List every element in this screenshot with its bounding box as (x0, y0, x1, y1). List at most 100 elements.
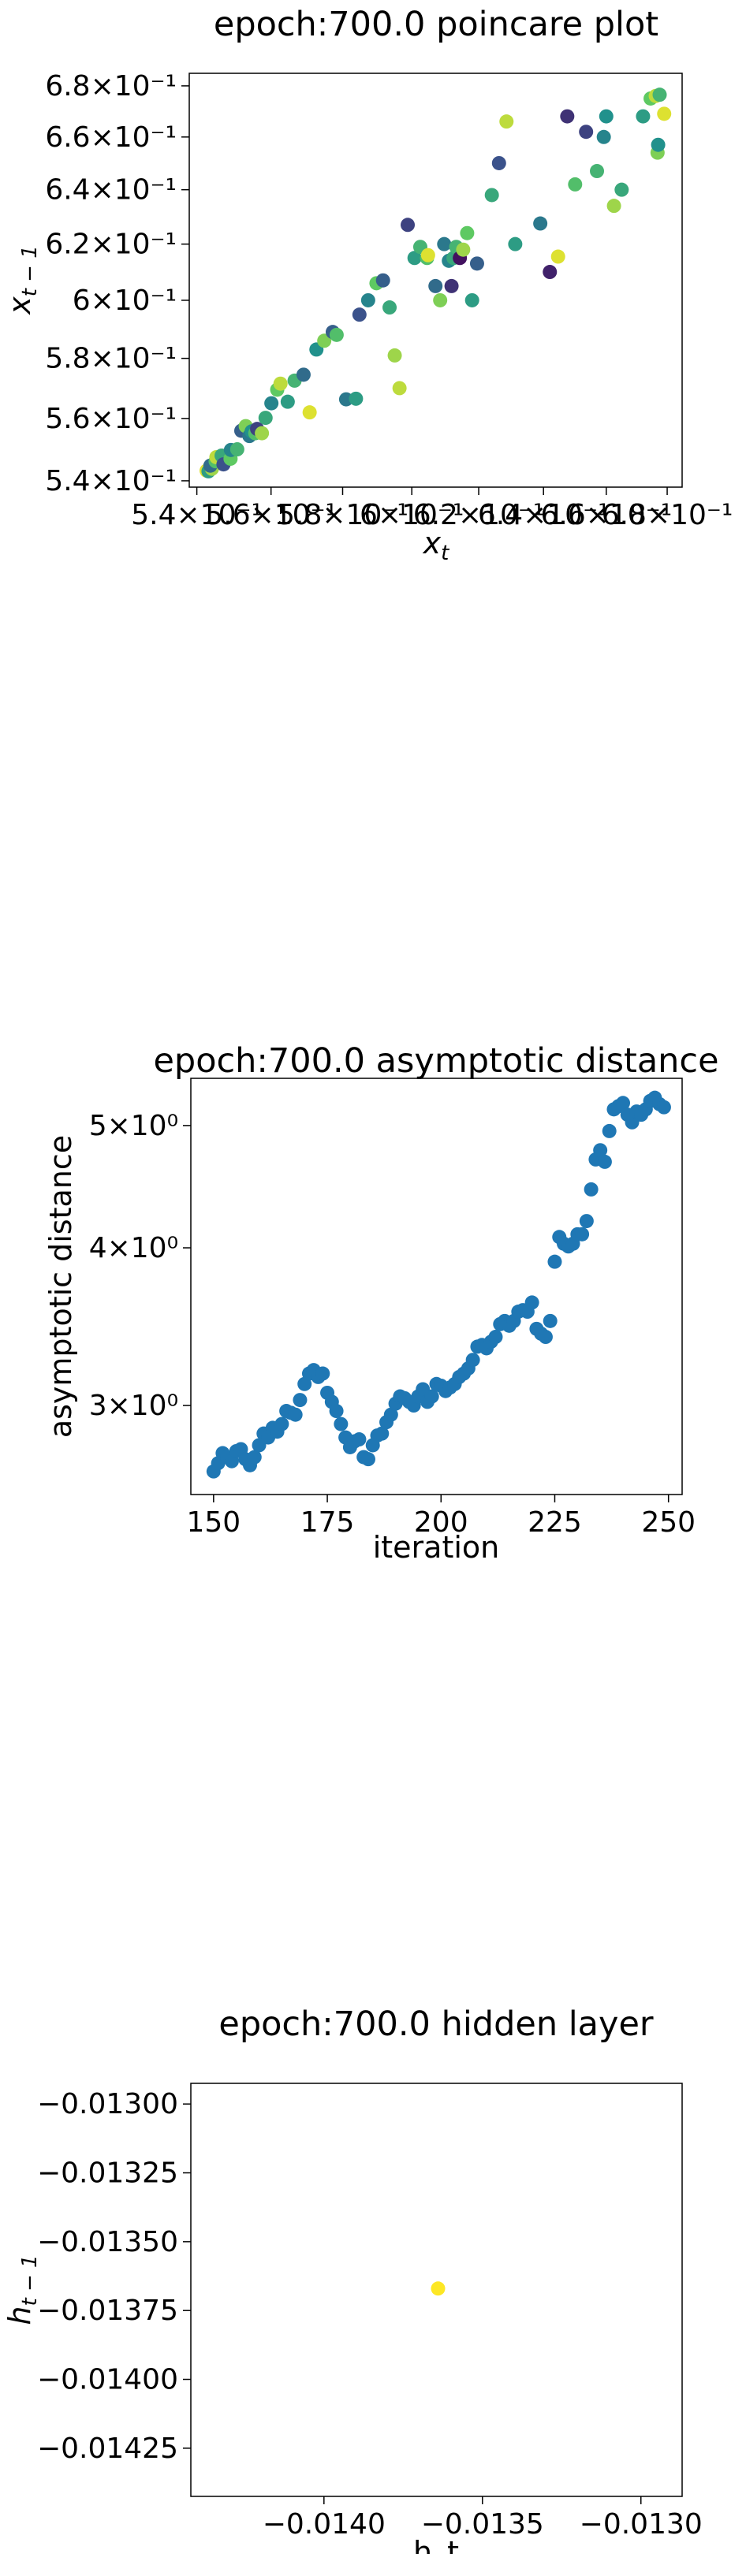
y-tick-label: 5.6×10⁻¹ (45, 403, 177, 435)
scatter-point (273, 376, 288, 391)
scatter-point (488, 1330, 503, 1345)
scatter-point (387, 348, 402, 363)
poincare-plot: epoch:700.0 poincare plot 5.4×10⁻¹5.6×10… (2, 5, 733, 565)
x-axis-label: iteration (373, 1530, 500, 1565)
scatter-point (255, 426, 270, 441)
scatter-point (538, 1330, 553, 1345)
x-axis-ticks: 5.4×10⁻¹5.6×10⁻¹5.8×10⁻¹6×10⁻¹6.2×10⁻¹6.… (131, 487, 733, 531)
scatter-point (431, 2281, 446, 2296)
x-tick-label: 5.6×10⁻¹ (205, 499, 337, 531)
x-tick-label: 175 (300, 1506, 355, 1539)
scatter-point (543, 1313, 558, 1328)
scatter-point (499, 114, 514, 129)
scatter-point (302, 405, 317, 420)
data-points (200, 87, 672, 478)
x-tick-label: 225 (528, 1506, 582, 1539)
scatter-point (329, 1404, 344, 1419)
scatter-point (656, 1100, 671, 1115)
y-tick-label: −0.01400 (37, 2364, 178, 2396)
scatter-point (606, 199, 621, 214)
scatter-point (407, 251, 422, 266)
data-points (206, 1090, 671, 1479)
scatter-point (547, 1254, 562, 1269)
scatter-point (420, 248, 435, 262)
y-tick-label: 5.8×10⁻¹ (45, 343, 177, 375)
hidden-layer-plot: epoch:700.0 hidden layer −0.0140 −0.0135−… (2, 2005, 703, 2554)
x-tick-label: 6.4×10⁻¹ (478, 499, 610, 531)
scatter-point (596, 129, 611, 144)
scatter-point (229, 442, 244, 457)
scatter-point (597, 1154, 612, 1169)
scatter-point (444, 278, 459, 293)
y-axis-label: ht − 1 (2, 2254, 42, 2325)
x-tick-label: 6.2×10⁻¹ (413, 499, 545, 531)
x-tick-label: 6×10⁻¹ (360, 499, 464, 531)
x-tick-label: 5.4×10⁻¹ (131, 499, 263, 531)
scatter-point (280, 394, 295, 409)
y-tick-label: −0.01325 (37, 2157, 178, 2190)
y-axis-label: xt − 1 (2, 245, 42, 315)
scatter-point (424, 1389, 439, 1404)
y-tick-label: 5.4×10⁻¹ (45, 465, 177, 497)
scatter-point (382, 300, 397, 315)
asymptotic-distance-plot: epoch:700.0 asymptotic distance 150 175 20… (43, 1041, 719, 1565)
scatter-point (392, 381, 407, 396)
scatter-point (560, 109, 575, 124)
scatter-point (329, 327, 344, 342)
scatter-point (465, 1353, 480, 1368)
data-points (431, 2281, 446, 2296)
scatter-point (433, 292, 448, 307)
y-tick-label: 6×10⁻¹ (73, 285, 177, 317)
x-tick-label: 150 (186, 1506, 241, 1539)
chart-title: epoch:700.0 asymptotic distance (153, 1041, 718, 1081)
scatter-point (293, 1393, 308, 1408)
scatter-point (651, 137, 666, 152)
scatter-point (401, 218, 416, 233)
y-axis-ticks: 5.4×10⁻¹ 5.6×10⁻¹ 5.8×10⁻¹ 6×10⁻¹ 6.2×10⁻¹ 6.… (45, 70, 189, 497)
y-axis-ticks: −0.01300 −0.01325 −0.01350 −0.01375 −0.01400… (37, 2088, 191, 2465)
scatter-point (524, 1295, 539, 1310)
axes-frame (188, 73, 683, 488)
scatter-point (428, 278, 443, 293)
scatter-point (375, 273, 390, 288)
scatter-point (550, 249, 565, 264)
scatter-point (437, 236, 452, 251)
scatter-point (533, 216, 548, 231)
plot-area: 5.4×10⁻¹5.6×10⁻¹5.8×10⁻¹6×10⁻¹6.2×10⁻¹6.… (45, 70, 733, 531)
y-tick-label: 6.2×10⁻¹ (45, 229, 177, 261)
scatter-point (593, 1143, 608, 1158)
scatter-point (349, 391, 364, 406)
y-axis-label: asymptotic distance (43, 1135, 78, 1438)
scatter-point (360, 1452, 375, 1467)
scatter-point (317, 333, 332, 348)
x-axis-ticks: 150 175 200 225 250 (186, 1495, 696, 1539)
scatter-point (315, 1366, 330, 1381)
scatter-point (579, 125, 594, 140)
scatter-point (460, 225, 475, 240)
x-tick-label: 5.8×10⁻¹ (277, 499, 408, 531)
scatter-point (616, 1096, 631, 1111)
scatter-point (456, 242, 471, 257)
chart-title: epoch:700.0 poincare plot (214, 5, 658, 44)
x-tick-label: −0.0135 (421, 2508, 544, 2541)
scatter-point (599, 109, 614, 124)
scatter-point (288, 1407, 303, 1422)
scatter-point (464, 292, 479, 307)
scatter-point (657, 106, 672, 121)
scatter-point (590, 164, 605, 179)
scatter-point (375, 1426, 390, 1441)
scatter-point (491, 155, 506, 170)
scatter-point (334, 1416, 349, 1431)
x-tick-label: −0.0140 (263, 2508, 386, 2541)
plot-area: −0.0140 −0.0135 −0.0130 −0.01300−0.01325−0… (37, 2083, 703, 2541)
y-tick-label: −0.01350 (37, 2226, 178, 2258)
scatter-point (579, 1214, 594, 1229)
x-axis-label: h_t (413, 2535, 459, 2554)
scatter-point (484, 188, 499, 203)
scatter-point (264, 396, 279, 411)
scatter-point (584, 1182, 599, 1197)
plot-area: 150 175 200 225 250 3×10⁰ 4×10⁰ 5×10⁰ (89, 1078, 696, 1539)
y-axis-ticks: 3×10⁰ 4×10⁰ 5×10⁰ (89, 1110, 191, 1422)
scatter-point (469, 256, 484, 271)
scatter-point (575, 1227, 590, 1241)
